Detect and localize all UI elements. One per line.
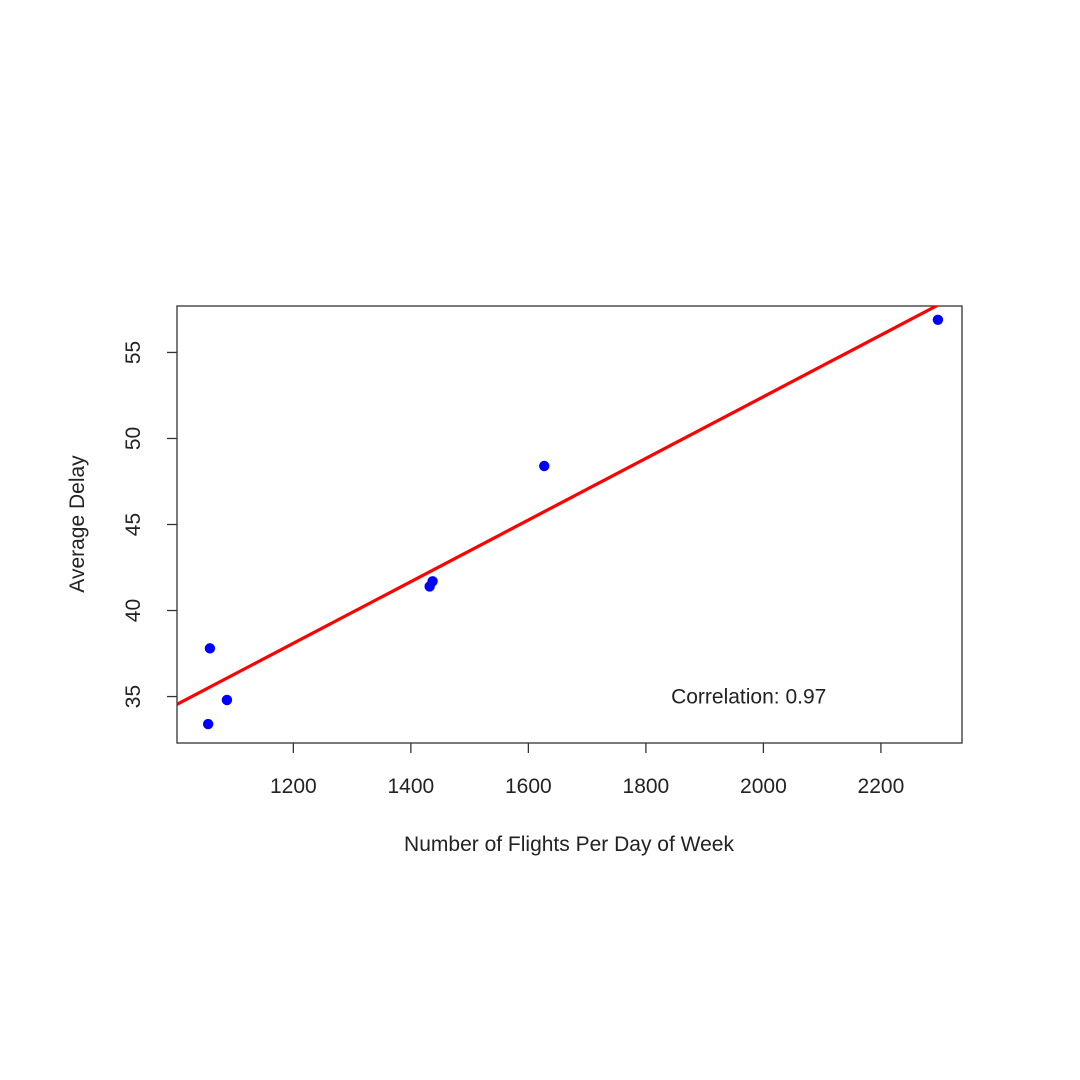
x-tick-label: 1400 [387,775,434,798]
y-tick-label: 50 [122,427,145,450]
data-point [202,718,214,730]
data-point [539,460,550,472]
x-tick-label: 1800 [623,775,670,798]
y-tick-label: 40 [122,599,145,622]
x-tick-label: 2200 [858,775,905,798]
x-tick-label: 1600 [505,775,552,798]
y-tick-label: 55 [122,341,145,364]
x-tick-label: 2000 [740,775,787,798]
x-axis-label: Number of Flights Per Day of Week [404,833,734,856]
y-tick-label: 35 [122,685,145,708]
data-point [221,694,233,706]
y-axis-label: Average Delay [66,455,89,593]
data-point [932,314,944,325]
data-point [204,643,216,654]
data-point [427,576,438,587]
y-tick-label: 45 [122,513,145,536]
correlation-annotation: Correlation: 0.97 [671,686,826,709]
regression-line [177,306,939,706]
x-tick-label: 1200 [270,775,317,798]
